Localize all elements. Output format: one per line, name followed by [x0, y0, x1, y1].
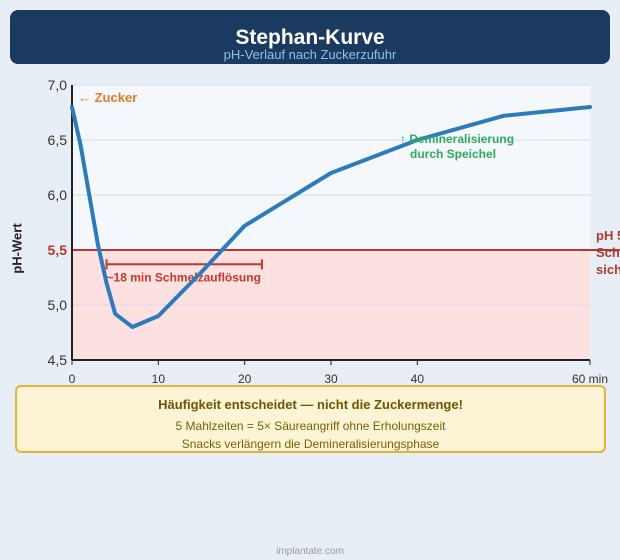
- y-tick-label: 5,5: [48, 242, 68, 258]
- info-box-title: Häufigkeit entscheidet — nicht die Zucke…: [158, 397, 463, 412]
- threshold-label-line: sich: [596, 262, 620, 277]
- remineralisation-annotation-line-2: durch Speichel: [410, 147, 496, 161]
- y-tick-label: 6,5: [48, 132, 68, 148]
- sugar-annotation: ← Zucker: [78, 90, 137, 105]
- info-box: Häufigkeit entscheidet — nicht die Zucke…: [15, 385, 606, 453]
- y-tick-label: 7,0: [48, 77, 68, 93]
- x-tick-label: 10: [152, 372, 166, 385]
- stephan-curve-chart: 4,5 5,0 5,5 6,0 6,5 7,0 0 10 20 30 40 60 min ~18 min…: [48, 77, 620, 385]
- info-box-line-1: 5 Mahlzeiten = 5× Säureangriff ohne Erho…: [175, 419, 446, 433]
- remineralisation-annotation-line-1: ↑ Demineralisierung: [400, 132, 514, 146]
- chart-subtitle: pH-Verlauf nach Zuckerzufuhr: [223, 47, 397, 62]
- chart-title: Stephan-Kurve: [235, 26, 385, 49]
- info-box-line-2: Snacks verlängern die Demineralisierungs…: [181, 437, 440, 451]
- y-tick-label: 5,0: [48, 297, 68, 313]
- threshold-label-line: Sch: [596, 245, 620, 260]
- x-tick-label: 20: [238, 372, 252, 385]
- footer-credit: implantate.com: [276, 546, 344, 557]
- threshold-label-line: pH 5: [596, 228, 620, 243]
- y-tick-label: 6,0: [48, 187, 68, 203]
- x-tick-label: 60 min: [572, 372, 608, 385]
- y-tick-label: 4,5: [48, 352, 68, 368]
- header-banner: Stephan-Kurve pH-Verlauf nach Zuckerzufu…: [10, 10, 610, 64]
- x-tick-label: 30: [324, 372, 338, 385]
- x-tick-label: 40: [411, 372, 425, 385]
- x-tick-label: 0: [69, 372, 76, 385]
- ph-curve: [70, 105, 592, 329]
- duration-label: ~18 min Schmelzauflösung: [107, 270, 261, 284]
